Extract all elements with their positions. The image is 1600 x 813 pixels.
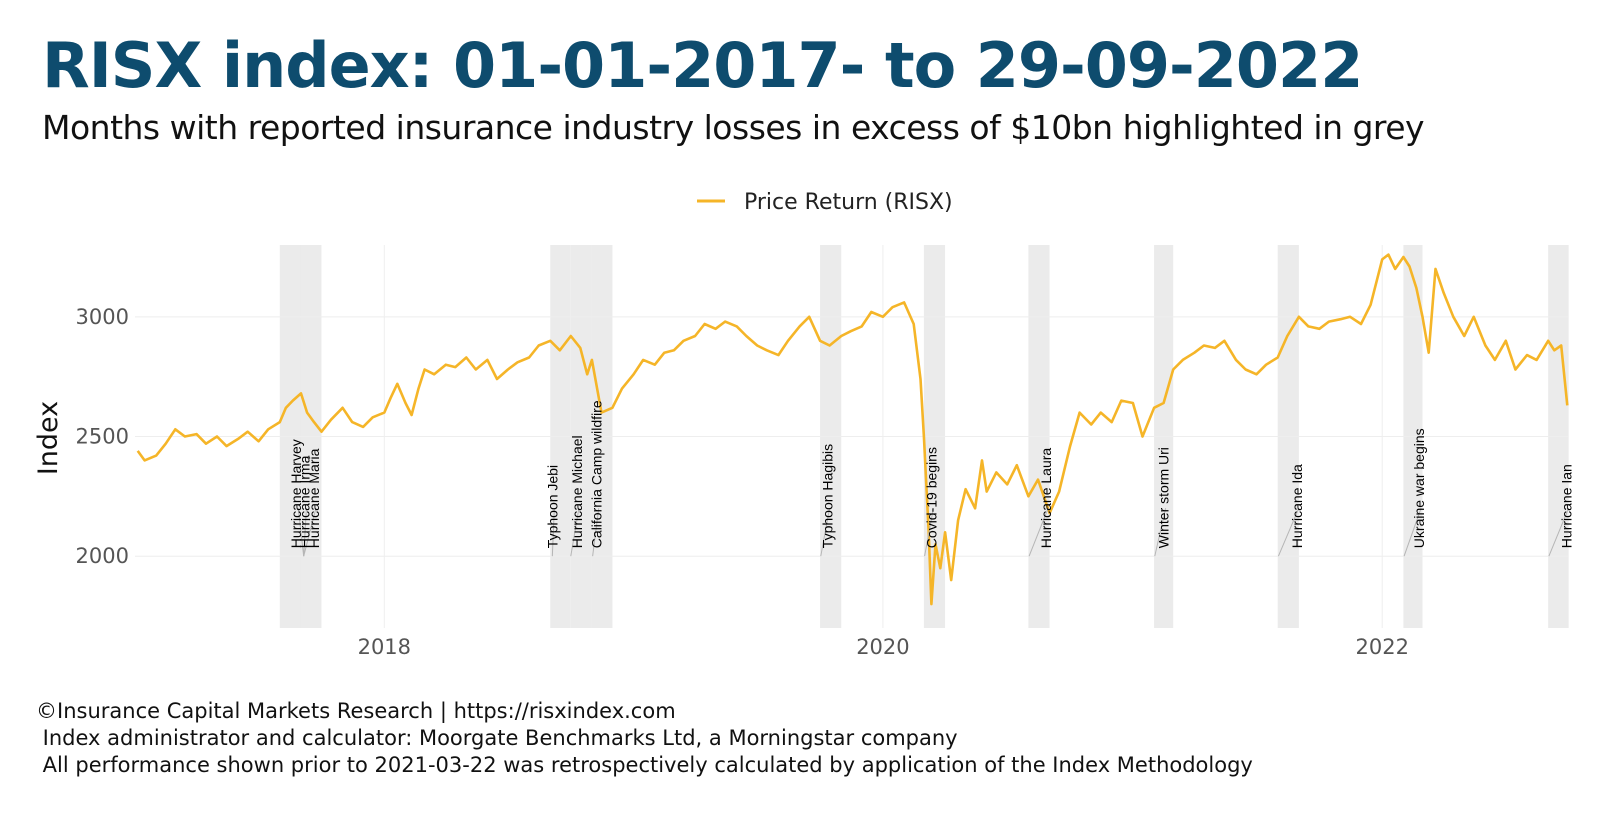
annotation-leader-1 (303, 508, 307, 557)
x-tick-label-2020: 2020 (856, 635, 909, 659)
line-chart: Price Return (RISX) 2000 2500 3000 2018 202… (33, 190, 1575, 659)
y-tick-label-2500: 2500 (76, 425, 129, 449)
y-axis-title: Index (33, 401, 64, 475)
legend-label: Price Return (RISX) (744, 190, 953, 215)
chart-subtitle: Months with reported insurance industry … (42, 108, 1425, 147)
annotation-label-3: Typhoon Jebi (544, 465, 560, 548)
annotation-leader-10 (1277, 507, 1300, 557)
annotation-leader-4 (570, 508, 580, 557)
annotation-label-6: Typhoon Hagibis (820, 444, 836, 548)
annotation-label-2: Hurricane Maria (306, 448, 322, 548)
annotation-label-10: Hurricane Ida (1289, 464, 1305, 548)
x-tick-label-2022: 2022 (1355, 635, 1408, 659)
annotation-leader-8 (1028, 508, 1049, 557)
annotation-label-7: Covid-19 begins (923, 447, 939, 548)
annotation-label-0: Hurricane Harvey (288, 439, 304, 548)
series-line-price-return (136, 253, 1569, 606)
annotation-label-5: California Camp wildfire (589, 400, 605, 548)
annotation-leader-6 (820, 508, 831, 557)
annotation-leader-0 (297, 508, 305, 557)
chart-title: RISX index: 01-01-2017- to 29-09-2022 (42, 29, 1363, 102)
y-tick-label-3000: 3000 (76, 305, 129, 329)
annotation-label-4: Hurricane Michael (569, 435, 585, 548)
y-axis-ticks: 2000 2500 3000 (76, 305, 129, 568)
annotation-label-1: Hurricane Irma (296, 455, 312, 548)
annotation-leader-7 (924, 508, 934, 557)
annotation-leader-2 (303, 508, 317, 557)
annotation-label-11: Ukraine war begins (1411, 428, 1427, 548)
annotation-leader-9 (1154, 508, 1167, 557)
annotation-label-12: Hurricane Ian (1559, 464, 1575, 548)
y-tick-label-2000: 2000 (76, 544, 129, 568)
annotation-leader-5 (592, 508, 600, 557)
annotation-leader-11 (1403, 508, 1422, 557)
annotation-label-9: Winter storm Uri (1156, 447, 1172, 548)
x-axis-ticks: 2018 2020 2022 (358, 635, 1409, 659)
annotation-leader-3 (551, 508, 555, 557)
annotation-leader-lines (297, 507, 1570, 557)
footer: ©Insurance Capital Markets Research | ht… (36, 698, 1253, 779)
legend: Price Return (RISX) (697, 190, 953, 215)
footer-disclaimer: All performance shown prior to 2021-03-2… (36, 753, 1253, 777)
footer-copyright: ©Insurance Capital Markets Research | ht… (36, 699, 676, 723)
annotation-label-8: Hurricane Laura (1038, 448, 1054, 549)
annotation-leader-12 (1548, 507, 1570, 557)
x-tick-label-2018: 2018 (358, 635, 411, 659)
footer-administrator: Index administrator and calculator: Moor… (36, 726, 958, 750)
gridlines (135, 245, 1568, 628)
